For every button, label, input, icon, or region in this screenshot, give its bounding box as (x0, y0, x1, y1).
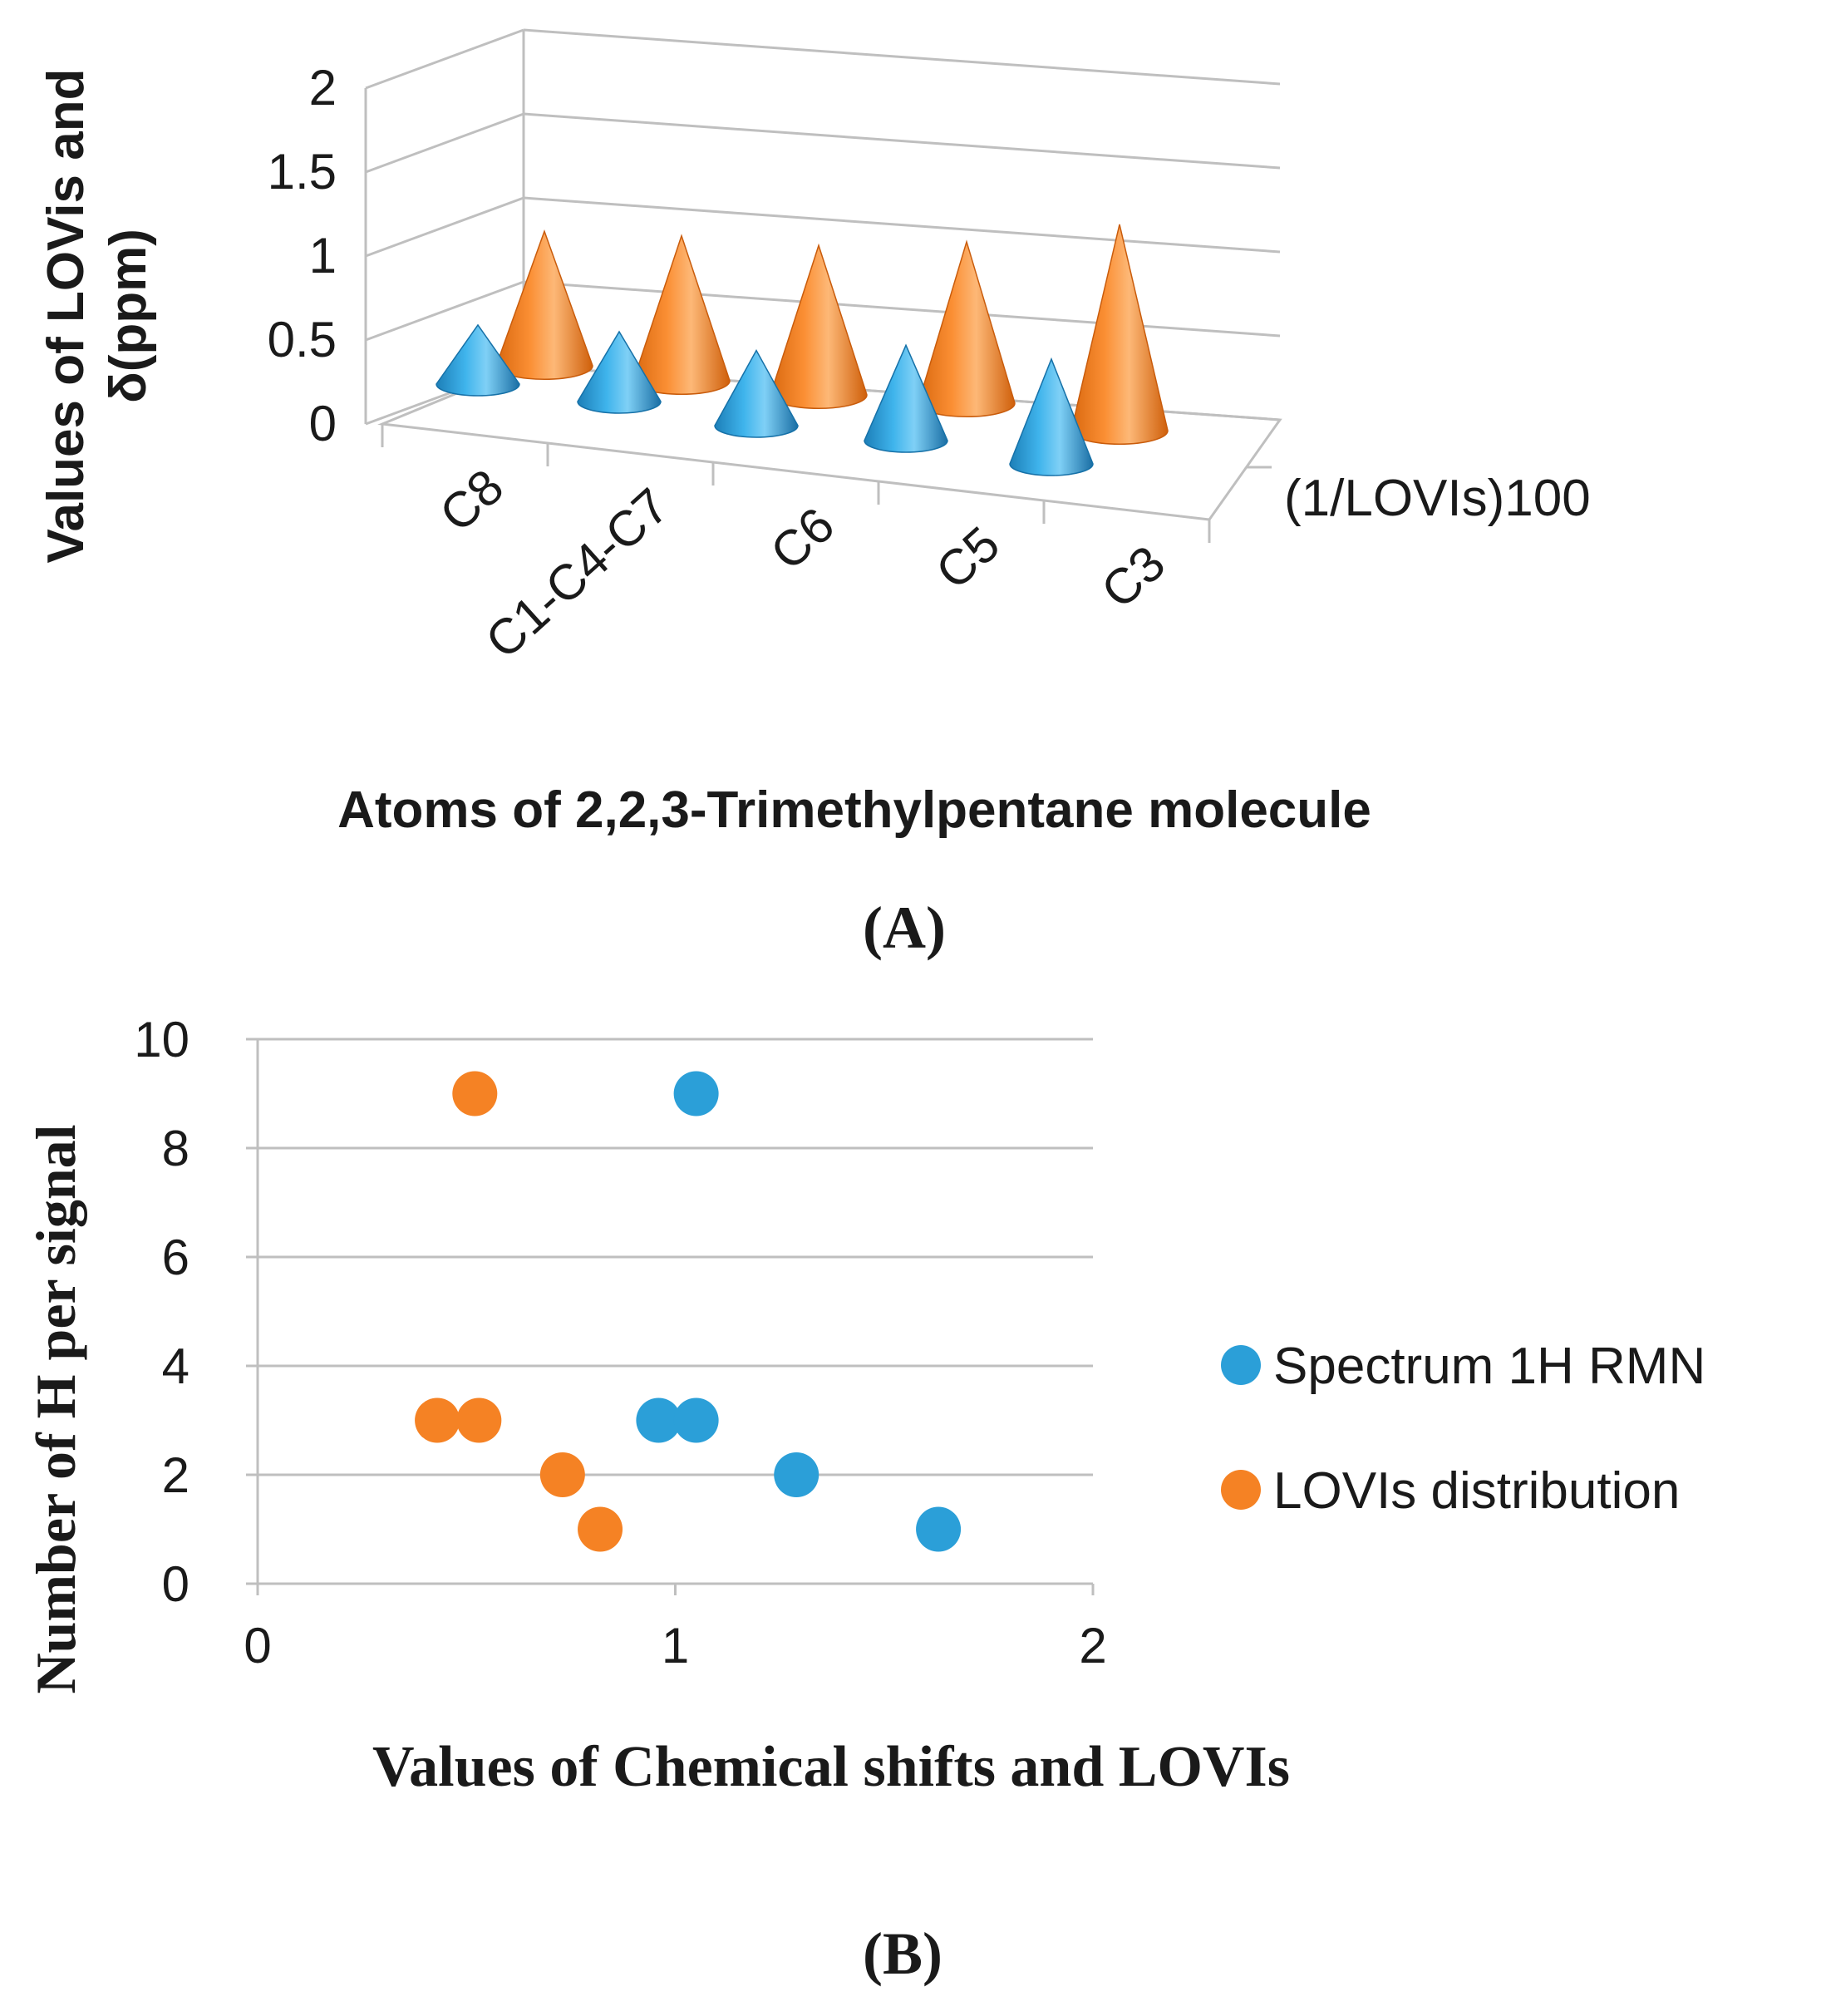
orange-cone-C1-C4-C7 (632, 234, 731, 395)
back-gridline (523, 280, 1281, 338)
spectrum-point (673, 1397, 719, 1443)
blue-cone-C3-body (1009, 357, 1094, 476)
depth-series-label: (1/LOVIs)100 (1284, 470, 1591, 527)
side-gridline (365, 280, 524, 342)
scatter-y-tick-label: 6 (162, 1230, 189, 1285)
lovis-point (578, 1506, 623, 1552)
scatter-x-tick-label: 1 (662, 1618, 689, 1673)
blue-cone-C5 (864, 343, 948, 453)
back-gridline (523, 28, 1281, 86)
orange-cone-C5-body (918, 239, 1016, 417)
scatter-chart-panel: 0 2 4 6 8 10 0 1 2 Spectrum 1H RMN LOVIs distri… (24, 1012, 1705, 1987)
scatter-x-tick-label: 0 (244, 1618, 271, 1673)
blue-cone-C3 (1009, 357, 1094, 476)
y-axis-title-line1: Values of LOVis and (37, 69, 95, 564)
lovis-point (539, 1452, 585, 1497)
legend-marker-orange (1221, 1470, 1261, 1510)
category-label: C3 (1090, 535, 1175, 619)
scatter-gridlines (246, 1038, 1093, 1595)
orange-cone-C5 (918, 239, 1016, 417)
y-tick-label: 1 (309, 228, 337, 283)
legend-label-spectrum: Spectrum 1H RMN (1273, 1338, 1705, 1395)
side-gridline (365, 196, 524, 258)
scatter-y-tick-label: 8 (162, 1121, 189, 1176)
orange-cone-C6-body (770, 243, 868, 409)
scatter-x-tick-label: 2 (1079, 1618, 1106, 1673)
y-tick-label: 1.5 (268, 144, 337, 200)
x-axis-title: Atoms of 2,2,3-Trimethylpentane molecule (337, 781, 1371, 839)
orange-cone-C1-C4-C7-body (632, 234, 731, 395)
scatter-points (415, 1071, 962, 1552)
scatter-y-tick-label: 10 (134, 1012, 189, 1067)
category-label: C5 (925, 515, 1010, 599)
legend-label-lovis: LOVIs distribution (1273, 1462, 1680, 1520)
spectrum-point (636, 1397, 682, 1443)
orange-cone-C8 (495, 229, 593, 380)
blue-cone-C8 (436, 323, 520, 397)
orange-cone-C6 (770, 243, 868, 409)
blue-cone-C8-body (436, 323, 520, 397)
lovis-point (456, 1397, 502, 1443)
category-label: C6 (760, 496, 844, 580)
orange-cone-C8-body (495, 229, 593, 380)
lovis-point (452, 1071, 498, 1116)
orange-cone-C3 (1070, 224, 1169, 445)
spectrum-point (916, 1506, 962, 1552)
legend: Spectrum 1H RMN LOVIs distribution (1221, 1338, 1705, 1520)
orange-cone-C3-body (1070, 224, 1169, 445)
side-gridline (365, 112, 524, 174)
scatter-y-axis-title: Number of H per signal (24, 1124, 87, 1693)
blue-cone-C1-C4-C7-body (577, 330, 662, 414)
scatter-y-tick-label: 2 (162, 1447, 189, 1503)
legend-marker-blue (1221, 1345, 1261, 1385)
spectrum-point (774, 1452, 819, 1497)
y-tick-label: 0.5 (268, 312, 337, 367)
panel-label-a: (A) (863, 895, 946, 961)
blue-cone-C6 (714, 348, 799, 438)
blue-cone-C5-body (864, 343, 948, 453)
lovis-point (415, 1397, 460, 1443)
scatter-y-tick-label: 4 (162, 1338, 189, 1394)
scatter-x-axis-title: Values of Chemical shifts and LOVIs (372, 1735, 1290, 1799)
spectrum-point (673, 1071, 719, 1116)
scatter-y-ticks: 0 2 4 6 8 10 (134, 1012, 189, 1612)
y-axis-title-line2: δ(ppm) (100, 229, 157, 403)
back-gridline (523, 196, 1281, 254)
y-tick-label: 2 (309, 60, 337, 116)
y-tick-label: 0 (309, 396, 337, 451)
scatter-x-ticks: 0 1 2 (244, 1584, 1107, 1673)
side-gridline (365, 28, 524, 90)
back-gridline (523, 112, 1281, 170)
category-label: C8 (429, 458, 514, 542)
blue-cone-C6-body (714, 348, 799, 438)
blue-cone-C1-C4-C7 (577, 330, 662, 414)
panel-label-b: (B) (863, 1920, 942, 1987)
y-axis-ticks: 0 0.5 1 1.5 2 (268, 60, 337, 451)
scatter-y-tick-label: 0 (162, 1556, 189, 1612)
cone-series (436, 224, 1169, 476)
